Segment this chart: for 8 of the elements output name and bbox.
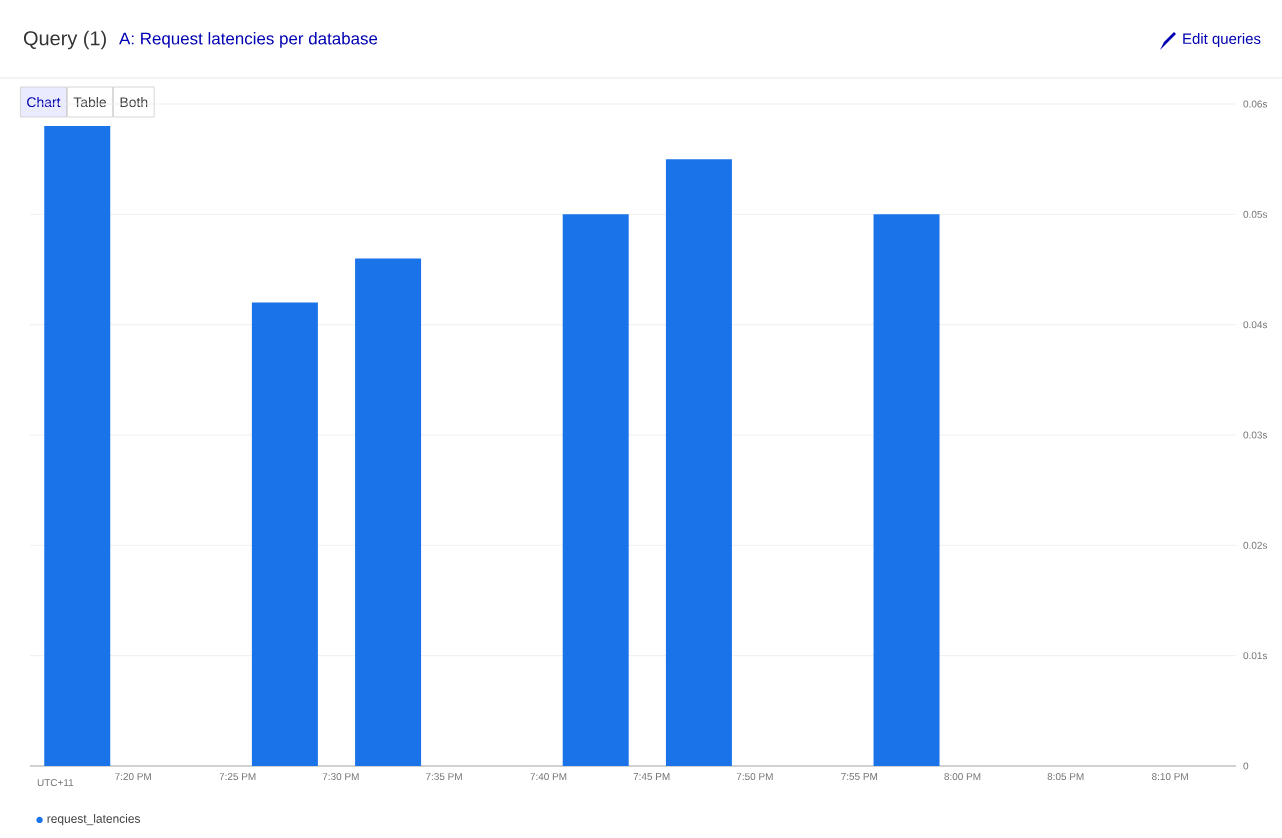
bar	[562, 214, 629, 766]
bar	[355, 258, 422, 766]
bar	[44, 126, 111, 766]
bar	[251, 302, 318, 766]
chart-title: Query (1)	[23, 30, 106, 50]
bar	[665, 159, 732, 766]
bar	[873, 214, 940, 766]
chart-subtitle: A: Request latencies per database	[119, 32, 378, 48]
